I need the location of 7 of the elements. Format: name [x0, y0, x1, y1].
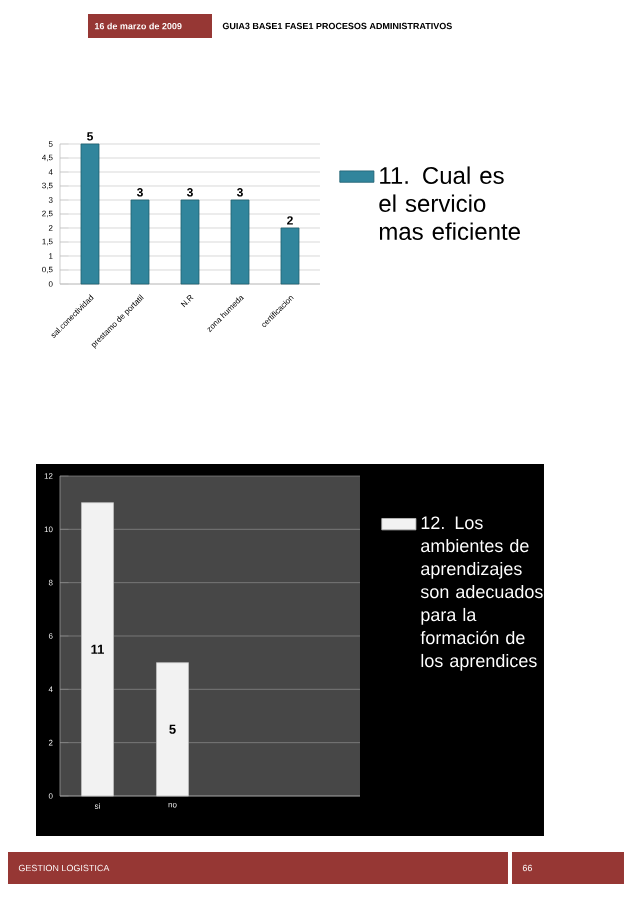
- bar: [180, 199, 200, 285]
- bar: [230, 199, 250, 285]
- bar: [80, 143, 100, 285]
- bar: [130, 199, 150, 285]
- bar: [280, 227, 300, 285]
- legend-label: 12. Los ambientes de aprendizajes son adecuados para la formación de los aprendices: [420, 516, 543, 671]
- legend-label: 11. Cual es el servicio mas eficiente: [379, 166, 520, 241]
